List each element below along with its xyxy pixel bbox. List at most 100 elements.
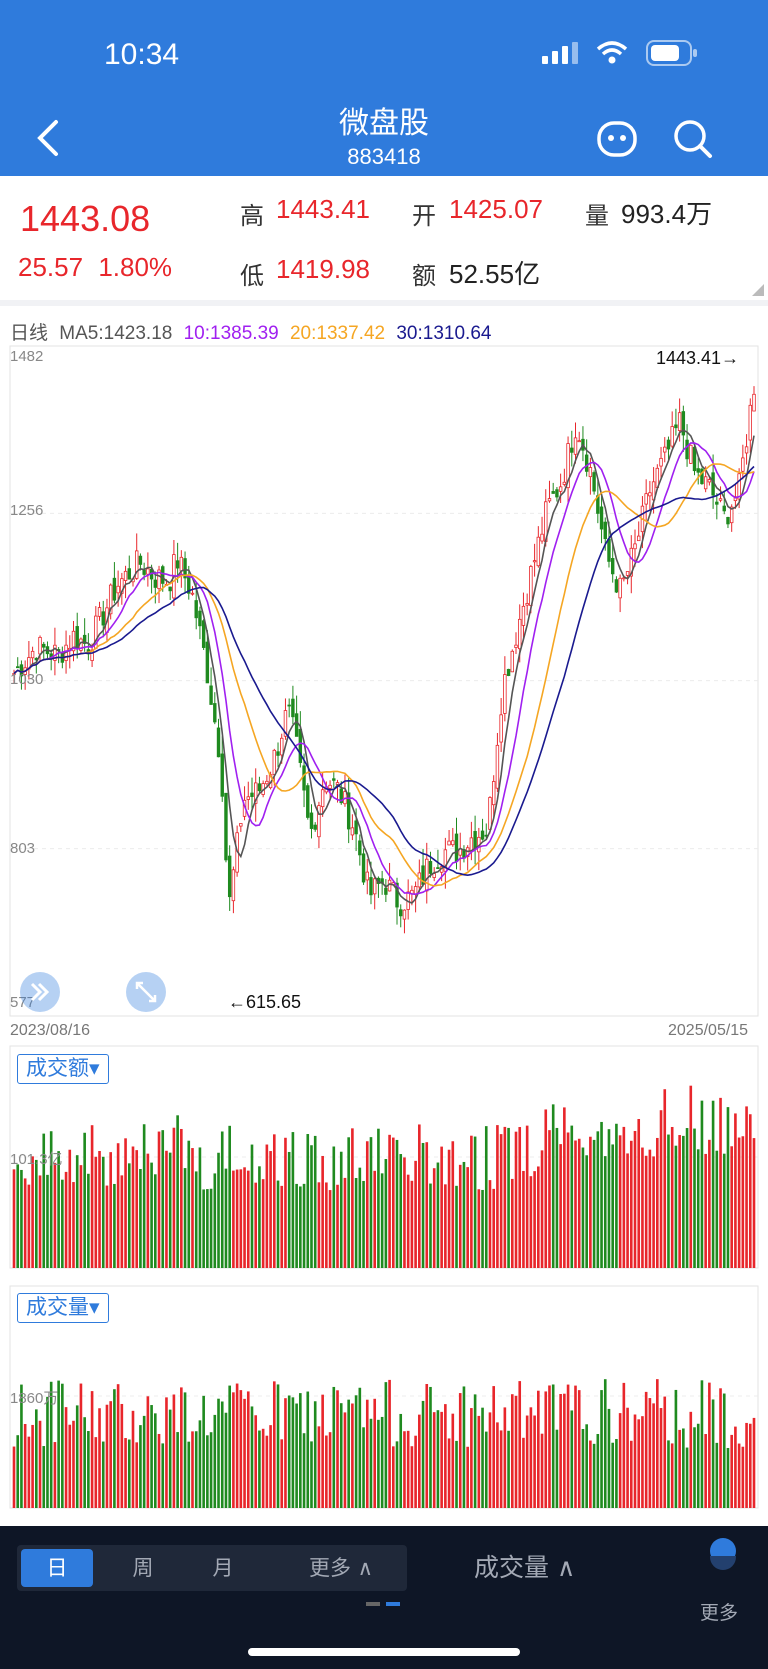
amount-bar bbox=[377, 1128, 380, 1268]
scroll-forward-button[interactable] bbox=[20, 972, 60, 1012]
amount-bar bbox=[708, 1139, 711, 1268]
amount-bar bbox=[72, 1182, 75, 1268]
volume-bar bbox=[380, 1416, 384, 1508]
amount-bar bbox=[622, 1126, 626, 1268]
volume-bar bbox=[525, 1415, 529, 1508]
volume-bar bbox=[209, 1432, 213, 1508]
amount-bar bbox=[436, 1162, 440, 1268]
candle-body bbox=[748, 404, 752, 441]
volume-bar bbox=[165, 1397, 168, 1508]
volume-bar bbox=[425, 1384, 429, 1508]
tab-week[interactable]: 周 bbox=[132, 1556, 154, 1580]
volume-bar bbox=[228, 1385, 231, 1508]
amount-bar bbox=[458, 1164, 462, 1268]
volume-bar bbox=[90, 1391, 94, 1508]
amount-bar bbox=[94, 1156, 98, 1268]
candle-body bbox=[488, 797, 492, 830]
y-tick-1482: 1482 bbox=[10, 348, 44, 365]
volume-bar bbox=[280, 1439, 284, 1508]
candle-body bbox=[365, 871, 369, 881]
candle-body bbox=[175, 560, 180, 569]
indicator-select[interactable]: 成交量 ∧ bbox=[474, 1553, 576, 1582]
volume-bar bbox=[711, 1399, 715, 1508]
assistant-icon[interactable] bbox=[596, 118, 638, 160]
volume-indicator-select[interactable]: 成交量▾ bbox=[17, 1293, 109, 1323]
candle-body bbox=[726, 516, 730, 525]
candle-body bbox=[194, 600, 198, 619]
page-dot-active bbox=[386, 1602, 400, 1606]
volume-bar bbox=[719, 1388, 722, 1508]
candle-body bbox=[253, 782, 258, 804]
volume-bar bbox=[261, 1428, 265, 1508]
amount-bar bbox=[272, 1134, 276, 1268]
amount-bar bbox=[689, 1085, 693, 1268]
volume-bar bbox=[734, 1426, 737, 1508]
more-avatar-shadow bbox=[710, 1556, 736, 1570]
volume-bar bbox=[23, 1423, 27, 1508]
volume-bar bbox=[447, 1438, 451, 1508]
more-button[interactable]: 更多 bbox=[700, 1602, 739, 1624]
amount-bar bbox=[391, 1137, 395, 1268]
volume-bar bbox=[637, 1419, 641, 1508]
amount-bar bbox=[139, 1169, 142, 1268]
tab-month[interactable]: 月 bbox=[212, 1556, 234, 1580]
stock-code: 883418 bbox=[347, 144, 421, 169]
low-value: 1419.98 bbox=[276, 254, 370, 284]
volume-bar bbox=[276, 1384, 280, 1508]
candle-body bbox=[495, 744, 500, 789]
amount-bar bbox=[332, 1146, 336, 1268]
candle-body bbox=[209, 685, 213, 705]
volume-bar bbox=[622, 1382, 626, 1508]
candle-body bbox=[696, 468, 700, 473]
amount-bar bbox=[343, 1177, 347, 1268]
page-title: 微盘股 bbox=[339, 106, 429, 141]
candle-body bbox=[153, 579, 158, 588]
kline-chart[interactable] bbox=[0, 340, 768, 1520]
volume-bar bbox=[53, 1442, 57, 1508]
amount-bar bbox=[462, 1161, 466, 1268]
volume-bar bbox=[46, 1396, 49, 1508]
amount-bar bbox=[131, 1146, 135, 1268]
volume-bar bbox=[581, 1429, 585, 1508]
candle-body bbox=[629, 547, 633, 577]
volume-bar bbox=[328, 1432, 332, 1508]
amount-bar bbox=[254, 1182, 258, 1268]
volume-bar bbox=[258, 1430, 261, 1508]
volume-bar bbox=[272, 1381, 276, 1508]
amount-bar bbox=[659, 1110, 663, 1268]
amount-bar bbox=[447, 1149, 451, 1268]
amount-bar bbox=[652, 1156, 655, 1268]
back-icon[interactable] bbox=[34, 118, 64, 158]
quote-panel: 1443.08 25.57 1.80% 高 1443.41 开 1425.07 … bbox=[0, 176, 768, 306]
search-icon[interactable] bbox=[672, 118, 714, 160]
candle-body bbox=[257, 783, 262, 792]
amount-bar bbox=[302, 1183, 306, 1268]
volume-bar bbox=[708, 1382, 711, 1508]
amount-bar bbox=[432, 1168, 436, 1268]
amount-bar bbox=[27, 1184, 31, 1268]
candle-body bbox=[108, 584, 113, 615]
candle-body bbox=[752, 393, 756, 412]
amount-bar bbox=[748, 1114, 752, 1268]
open-value: 1425.07 bbox=[449, 194, 543, 224]
end-date: 2025/05/15 bbox=[668, 1022, 749, 1039]
volume-bar bbox=[369, 1418, 373, 1508]
candle-body bbox=[283, 710, 288, 737]
candle-body bbox=[317, 805, 321, 838]
volume-bar bbox=[444, 1404, 447, 1508]
candle-body bbox=[82, 634, 87, 644]
amount-bar bbox=[239, 1169, 243, 1268]
amount-bar bbox=[529, 1176, 533, 1268]
fullscreen-button[interactable] bbox=[126, 972, 166, 1012]
candle-body bbox=[518, 618, 522, 650]
tab-day[interactable]: 日 bbox=[21, 1549, 93, 1587]
volume-bar bbox=[429, 1386, 432, 1508]
amount-bar bbox=[648, 1149, 652, 1268]
amount-indicator-select[interactable]: 成交额▾ bbox=[17, 1054, 109, 1084]
expand-corner-icon[interactable] bbox=[752, 284, 764, 296]
tab-more[interactable]: 更多 ∧ bbox=[308, 1556, 374, 1580]
volume-bar bbox=[551, 1384, 555, 1508]
amount-bar bbox=[57, 1151, 60, 1268]
candle-body bbox=[633, 543, 637, 550]
amount-bar bbox=[116, 1143, 120, 1268]
